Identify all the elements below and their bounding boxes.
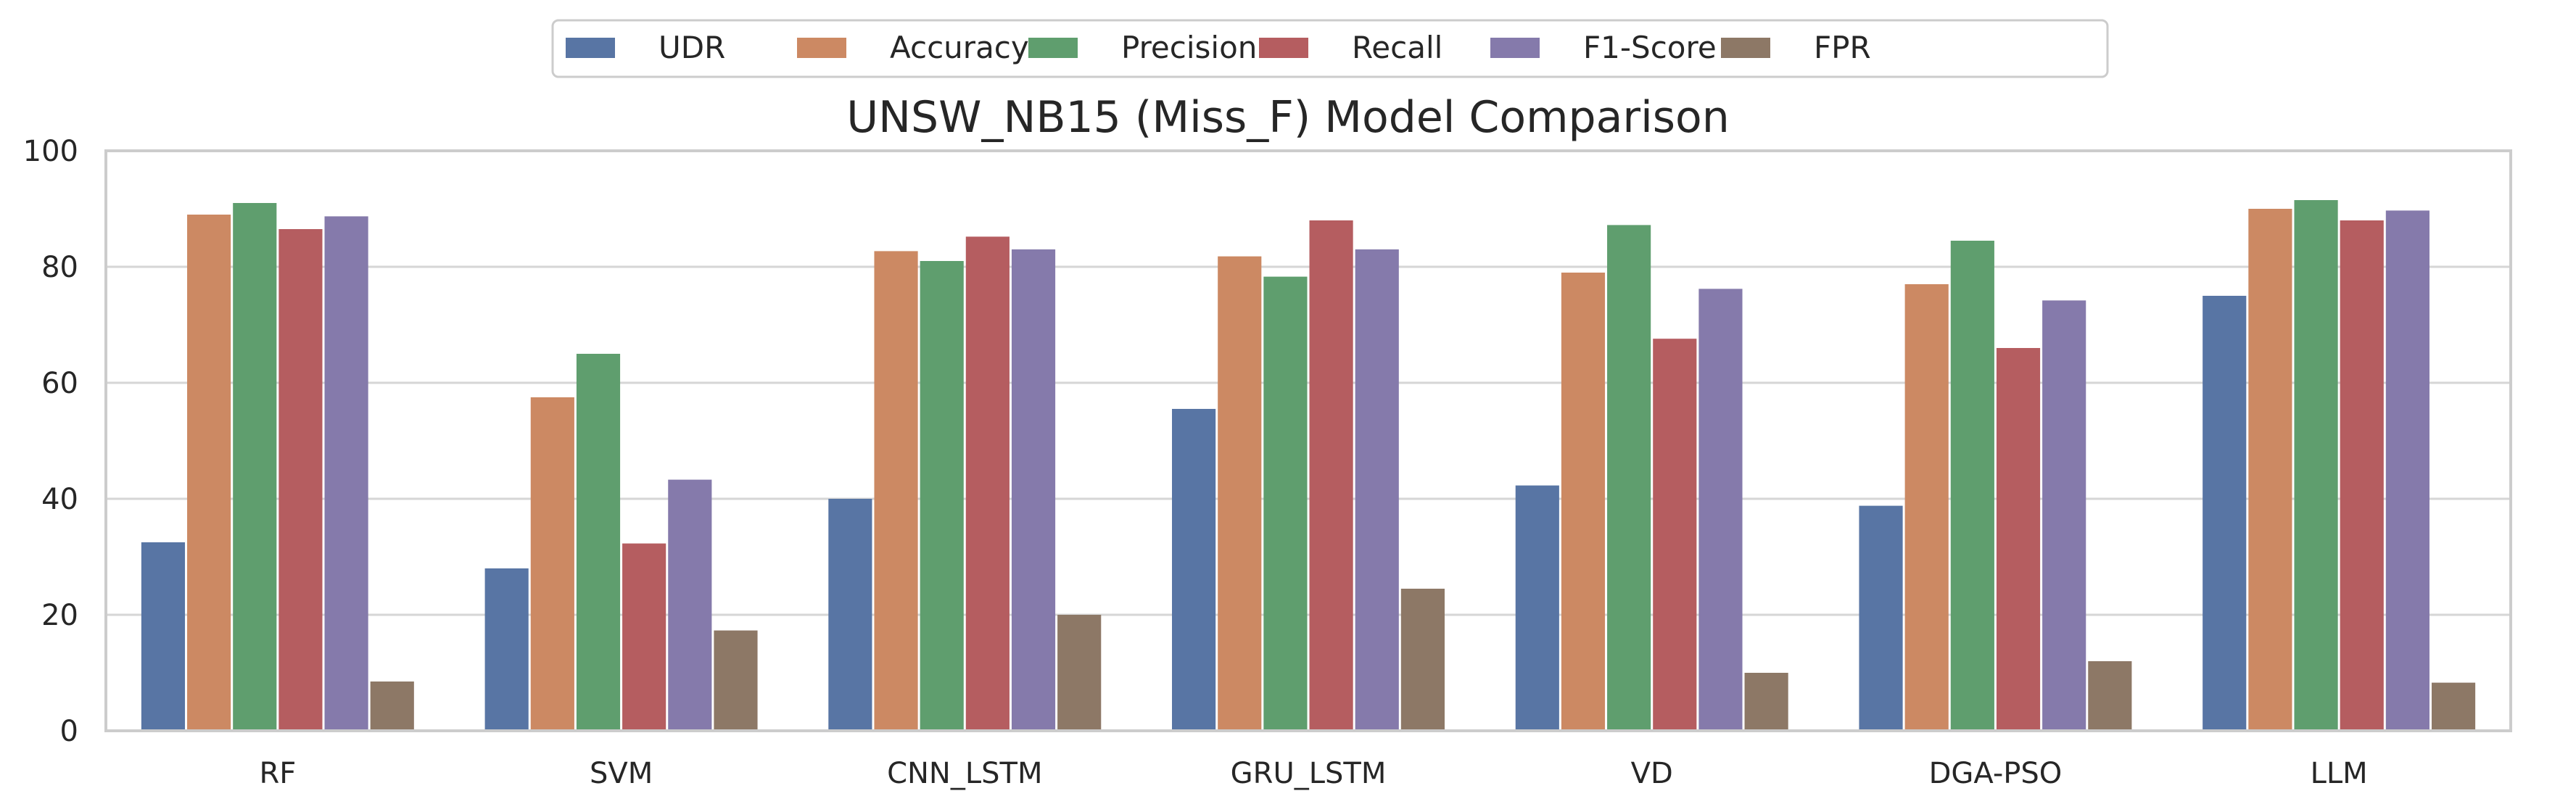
legend: UDR Accuracy Precision Recall F1-Score FPR: [551, 19, 2109, 78]
bar-udr-gru_lstm: [1172, 409, 1216, 731]
bar-f1-score-svm: [668, 479, 712, 731]
series-precision: [233, 200, 2338, 732]
legend-label: Recall: [1352, 30, 1442, 65]
bar-precision-svm: [576, 354, 621, 731]
bar-recall-dga-pso: [1996, 348, 2041, 731]
bar-udr-rf: [141, 542, 186, 731]
bar-udr-dga-pso: [1859, 505, 1903, 731]
series-fpr: [370, 589, 2476, 731]
legend-item-fpr: FPR: [1721, 30, 1871, 65]
legend-swatch: [797, 38, 846, 58]
plot-frame: [104, 149, 2512, 732]
bar-udr-llm: [2203, 296, 2247, 731]
series-udr: [141, 296, 2247, 731]
bar-accuracy-dga-pso: [1904, 284, 1949, 731]
bar-udr-vd: [1515, 485, 1559, 731]
bar-udr-svm: [484, 568, 529, 731]
x-tick-label: RF: [259, 757, 296, 790]
bar-f1-score-vd: [1698, 289, 1743, 731]
bar-accuracy-llm: [2248, 209, 2292, 731]
bar-accuracy-vd: [1561, 273, 1606, 731]
bar-recall-llm: [2340, 220, 2384, 731]
x-axis: RF SVM CNN_LSTM GRU_LSTM VD DGA-PSO LLM: [259, 757, 2367, 790]
legend-label: FPR: [1814, 30, 1871, 65]
legend-label: Accuracy: [890, 30, 1029, 65]
y-axis: 0 20 40 60 80 100: [23, 135, 78, 748]
legend-label: F1-Score: [1583, 30, 1717, 65]
bars: [141, 200, 2476, 732]
bar-fpr-gru_lstm: [1400, 589, 1445, 731]
bar-fpr-cnn_lstm: [1057, 615, 1102, 731]
bar-recall-rf: [278, 229, 323, 731]
legend-item-f1-score: F1-Score: [1490, 30, 1717, 65]
legend-swatch: [1259, 38, 1308, 58]
legend-item-precision: Precision: [1028, 30, 1257, 65]
bar-precision-cnn_lstm: [920, 261, 964, 731]
y-tick-label: 80: [41, 251, 78, 284]
bar-accuracy-cnn_lstm: [874, 251, 918, 731]
bar-f1-score-rf: [324, 216, 368, 731]
chart-title: UNSW_NB15 (Miss_F) Model Comparison: [846, 92, 1730, 143]
legend-label: UDR: [659, 30, 725, 65]
y-tick-label: 20: [41, 599, 78, 632]
bar-fpr-llm: [2431, 682, 2476, 731]
legend-swatch: [566, 38, 615, 58]
bar-recall-vd: [1653, 339, 1697, 731]
bar-accuracy-rf: [187, 215, 231, 731]
legend-box: [551, 19, 2109, 78]
bar-recall-svm: [622, 543, 666, 731]
bar-recall-gru_lstm: [1309, 220, 1353, 731]
x-tick-label: DGA-PSO: [1929, 757, 2063, 790]
bar-fpr-vd: [1744, 673, 1788, 731]
legend-item-recall: Recall: [1259, 30, 1442, 65]
y-tick-label: 60: [41, 367, 78, 400]
x-tick-label: GRU_LSTM: [1231, 757, 1387, 790]
x-tick-label: VD: [1631, 757, 1673, 790]
bar-precision-llm: [2294, 200, 2338, 731]
bar-udr-cnn_lstm: [828, 499, 872, 731]
series-recall: [278, 220, 2384, 731]
legend-swatch: [1028, 38, 1078, 58]
y-tick-label: 100: [23, 135, 78, 168]
x-tick-label: LLM: [2311, 757, 2368, 790]
legend-swatch: [1721, 38, 1770, 58]
bar-f1-score-gru_lstm: [1355, 249, 1399, 731]
gridlines: [106, 149, 2511, 732]
bar-fpr-dga-pso: [2088, 661, 2132, 731]
legend-swatch: [1490, 38, 1540, 58]
bar-f1-score-llm: [2385, 210, 2430, 731]
bar-f1-score-dga-pso: [2042, 300, 2086, 731]
bar-accuracy-svm: [530, 397, 574, 731]
series-f1-score: [324, 210, 2430, 731]
bar-precision-gru_lstm: [1263, 276, 1308, 732]
legend-label: Precision: [1121, 30, 1257, 65]
x-tick-label: CNN_LSTM: [887, 757, 1042, 790]
legend-item-udr: UDR: [566, 30, 725, 65]
bar-precision-rf: [233, 203, 277, 731]
series-accuracy: [187, 209, 2292, 732]
legend-item-accuracy: Accuracy: [797, 30, 1029, 65]
y-tick-label: 40: [41, 483, 78, 516]
bar-recall-cnn_lstm: [965, 236, 1010, 731]
bar-precision-dga-pso: [1950, 241, 1994, 731]
bar-precision-vd: [1607, 225, 1651, 731]
x-tick-label: SVM: [590, 757, 653, 790]
bar-f1-score-cnn_lstm: [1011, 249, 1056, 731]
y-tick-label: 0: [60, 715, 78, 748]
bar-accuracy-gru_lstm: [1218, 256, 1262, 732]
bar-fpr-rf: [370, 682, 414, 731]
bar-fpr-svm: [714, 630, 758, 731]
